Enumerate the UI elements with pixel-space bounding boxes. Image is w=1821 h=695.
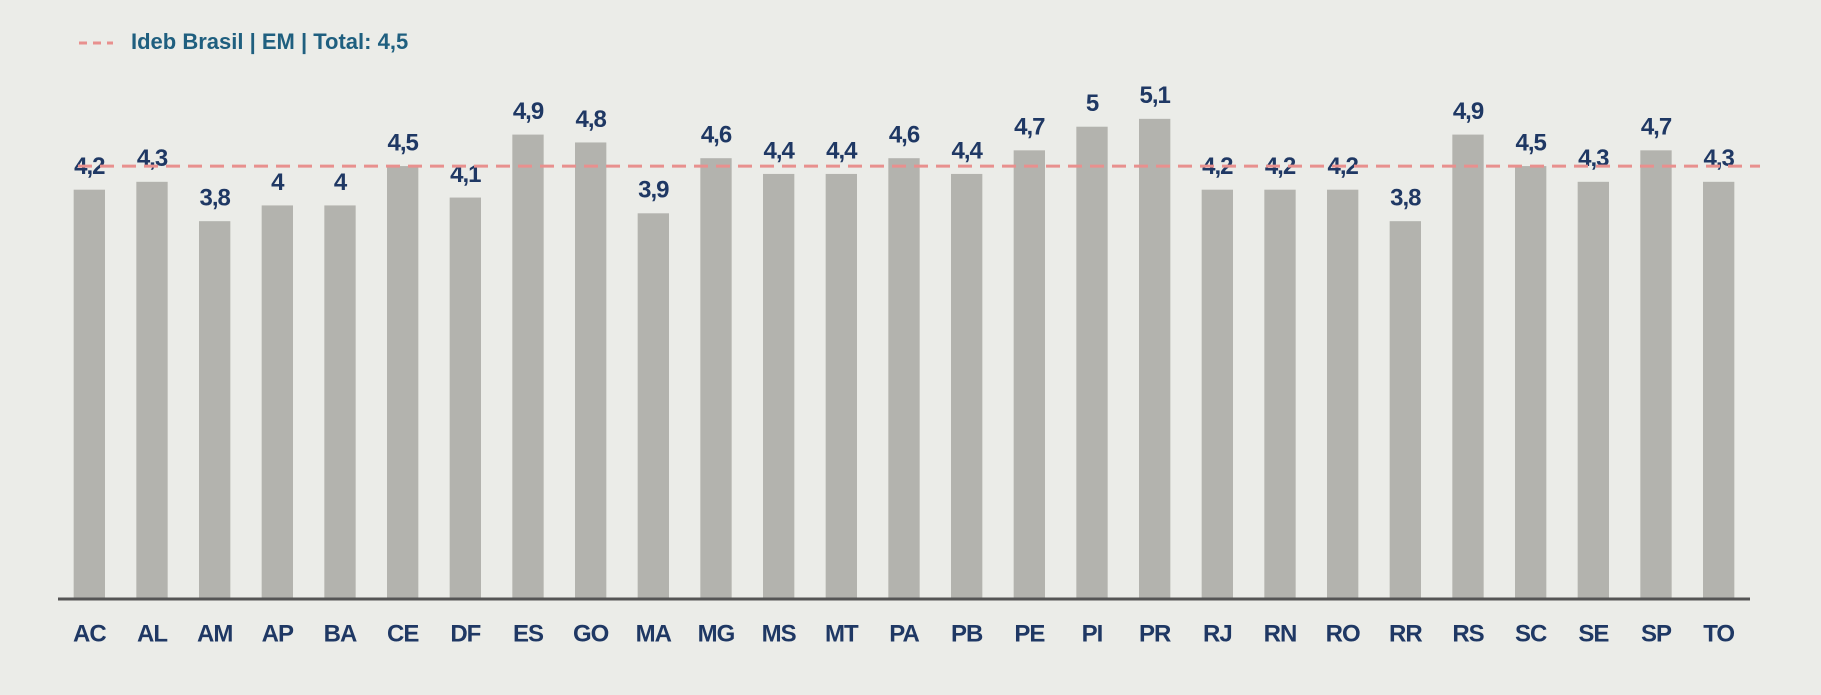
- x-tick-label: RS: [1452, 620, 1484, 647]
- x-tick-label: CE: [387, 620, 419, 647]
- x-tick-label: AL: [137, 620, 167, 647]
- value-label: 4,7: [1014, 114, 1045, 141]
- bar: [1389, 221, 1421, 599]
- bar: [512, 134, 544, 600]
- x-tick-label: BA: [324, 620, 357, 647]
- value-label: 5: [1086, 90, 1099, 117]
- value-label: 4,3: [1578, 145, 1609, 172]
- value-label: 3,8: [1390, 185, 1421, 212]
- value-label: 4,6: [701, 122, 732, 149]
- x-tick-label: MA: [636, 620, 672, 647]
- x-tick-label: PA: [889, 620, 919, 647]
- x-tick-label: GO: [573, 620, 609, 647]
- bar: [324, 205, 356, 599]
- x-tick-label: RR: [1389, 620, 1422, 647]
- x-tick-label: AC: [73, 620, 106, 647]
- bar: [1139, 118, 1171, 599]
- value-label: 4,8: [575, 106, 606, 133]
- value-label: 4,4: [951, 137, 983, 164]
- value-label: 4,4: [826, 137, 858, 164]
- x-tick-label: RJ: [1203, 620, 1232, 647]
- x-tick-label: PB: [951, 620, 983, 647]
- x-tick-label: MS: [762, 620, 797, 647]
- x-tick-label: MT: [825, 620, 859, 647]
- value-label: 4,5: [1515, 129, 1546, 156]
- value-label: 3,8: [199, 185, 230, 212]
- bar: [1327, 189, 1359, 599]
- bar: [1703, 181, 1735, 600]
- value-label: 4,7: [1641, 114, 1672, 141]
- bar: [261, 205, 293, 599]
- x-tick-label: TO: [1703, 620, 1734, 647]
- x-tick-label: SP: [1641, 620, 1672, 647]
- x-tick-label: MG: [698, 620, 735, 647]
- x-tick-label: RN: [1264, 620, 1297, 647]
- x-tick-label: AP: [262, 620, 294, 647]
- bar: [73, 189, 105, 599]
- value-label: 5,1: [1139, 82, 1170, 109]
- value-label: 4,4: [763, 137, 795, 164]
- bar: [1201, 189, 1233, 599]
- bar: [1452, 134, 1484, 600]
- x-tick-label: PE: [1014, 620, 1045, 647]
- bar: [951, 173, 983, 599]
- value-label: 4,9: [1453, 98, 1484, 125]
- value-label: 3,9: [638, 177, 669, 204]
- x-tick-label: PR: [1139, 620, 1171, 647]
- bar: [1076, 126, 1108, 599]
- value-label: 4,5: [387, 129, 418, 156]
- bar: [136, 181, 168, 600]
- bar: [1640, 150, 1672, 600]
- legend-label: Ideb Brasil | EM | Total: 4,5: [131, 29, 408, 54]
- value-label: 4,9: [513, 98, 544, 125]
- bar: [199, 221, 231, 599]
- x-tick-label: DF: [450, 620, 480, 647]
- bar: [387, 166, 419, 600]
- value-label: 4,3: [137, 145, 168, 172]
- value-label: 4: [271, 169, 285, 196]
- bar: [763, 173, 795, 599]
- bar: [1577, 181, 1609, 600]
- x-tick-label: RO: [1326, 620, 1360, 647]
- bar: [449, 197, 481, 600]
- bar: [575, 142, 607, 599]
- bar: [1515, 166, 1547, 600]
- x-tick-label: PI: [1082, 620, 1103, 647]
- x-tick-label: SE: [1578, 620, 1609, 647]
- bar: [700, 158, 732, 599]
- x-tick-label: ES: [513, 620, 544, 647]
- value-label: 4: [334, 169, 348, 196]
- value-label: 4,6: [889, 122, 920, 149]
- x-tick-label: AM: [197, 620, 232, 647]
- bar: [637, 213, 669, 600]
- value-label: 4,3: [1703, 145, 1734, 172]
- x-tick-label: SC: [1515, 620, 1547, 647]
- bar: [1013, 150, 1045, 600]
- bar: [888, 158, 920, 599]
- bar: [825, 173, 857, 599]
- bar: [1264, 189, 1296, 599]
